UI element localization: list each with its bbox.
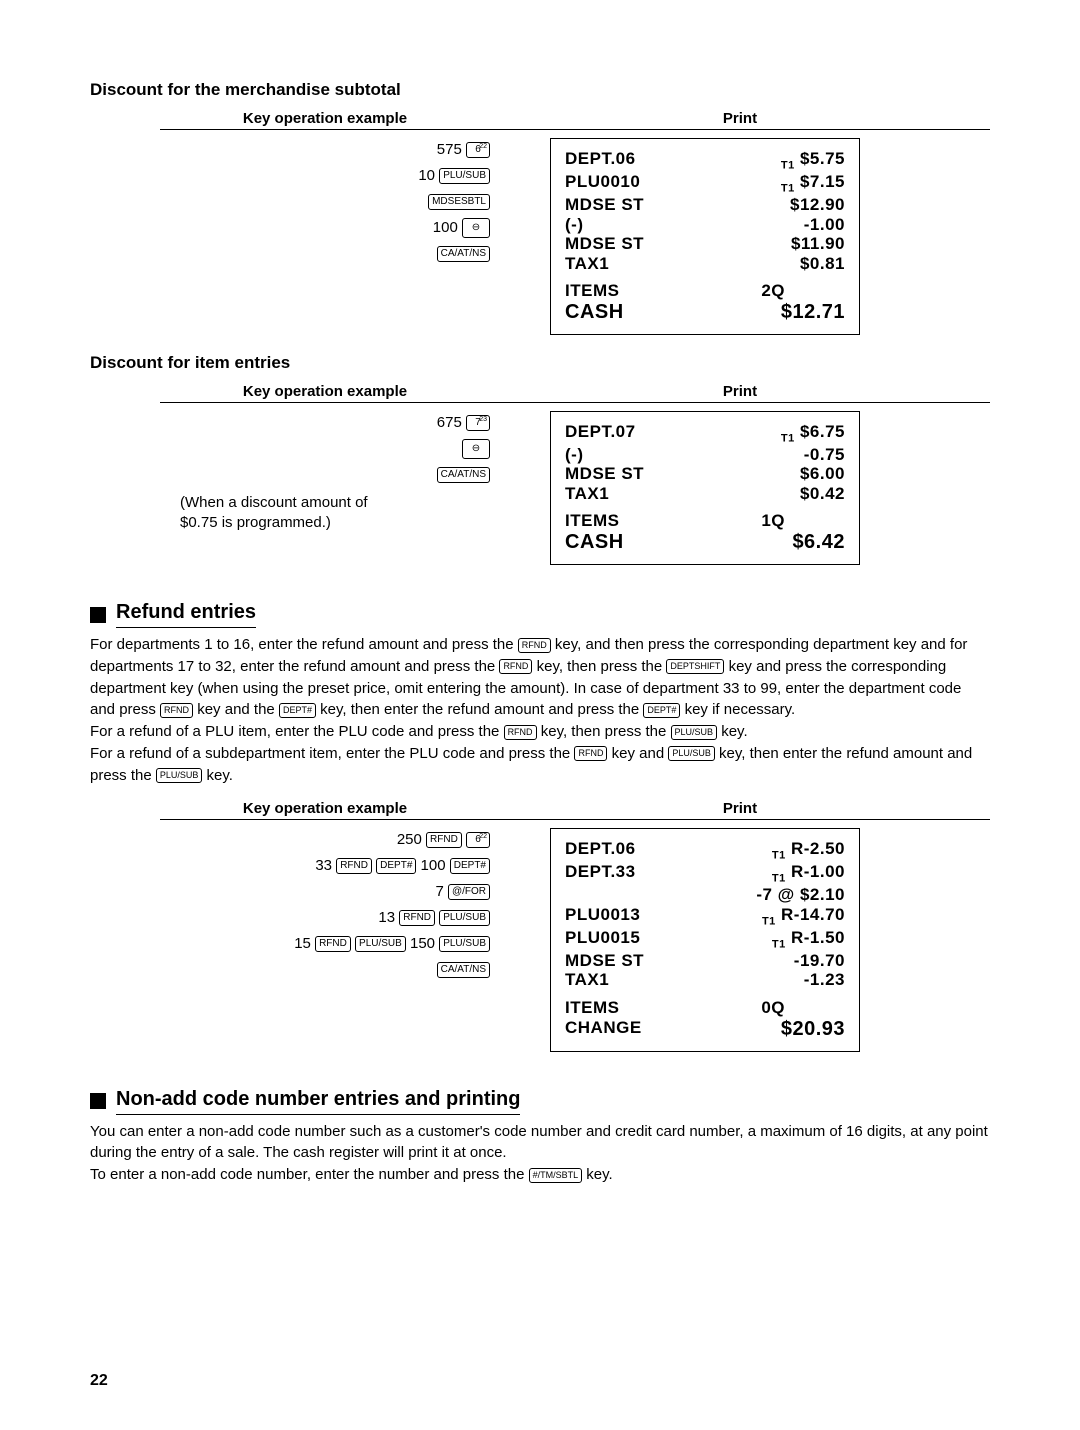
th-print-2: Print (490, 383, 990, 400)
table-header-3: Key operation example Print (160, 800, 990, 820)
section2-title: Discount for item entries (90, 353, 990, 373)
th-key-1: Key operation example (160, 110, 490, 127)
square-bullet-icon (90, 607, 106, 623)
ex3-receipt: DEPT.06T1 R-2.50DEPT.33T1 R-1.00-7 @ $2.… (550, 828, 860, 1051)
th-key-2: Key operation example (160, 383, 490, 400)
table-header-1: Key operation example Print (160, 110, 990, 130)
square-bullet-icon-2 (90, 1093, 106, 1109)
ex3-keys: 250 RFND 62233 RFND DEPT# 100 DEPT#7 @/F… (160, 828, 490, 1051)
th-print-3: Print (490, 800, 990, 817)
th-print-1: Print (490, 110, 990, 127)
refund-title: Refund entries (116, 601, 256, 628)
table-header-2: Key operation example Print (160, 383, 990, 403)
th-key-3: Key operation example (160, 800, 490, 817)
ex2-note2: $0.75 is programmed.) (180, 513, 490, 533)
page-number: 22 (90, 1372, 108, 1390)
refund-body: For departments 1 to 16, enter the refun… (90, 634, 990, 786)
ex2-note1: (When a discount amount of (180, 493, 490, 513)
ex1-receipt: DEPT.06T1 $5.75PLU0010T1 $7.15MDSE ST$12… (550, 138, 860, 335)
ex2-receipt: DEPT.07T1 $6.75(-)-0.75MDSE ST$6.00TAX1$… (550, 411, 860, 565)
refund-heading: Refund entries (90, 601, 990, 628)
nonadd-heading: Non-add code number entries and printing (90, 1088, 990, 1115)
nonadd-title: Non-add code number entries and printing (116, 1088, 520, 1115)
ex1-keys: 575 62210 PLU/SUBMDSESBTL100 ⊖CA/AT/NS (160, 138, 490, 335)
ex2-keys: 675 723⊖CA/AT/NS (When a discount amount… (160, 411, 490, 565)
section1-title: Discount for the merchandise subtotal (90, 80, 990, 100)
nonadd-body: You can enter a non-add code number such… (90, 1121, 990, 1186)
